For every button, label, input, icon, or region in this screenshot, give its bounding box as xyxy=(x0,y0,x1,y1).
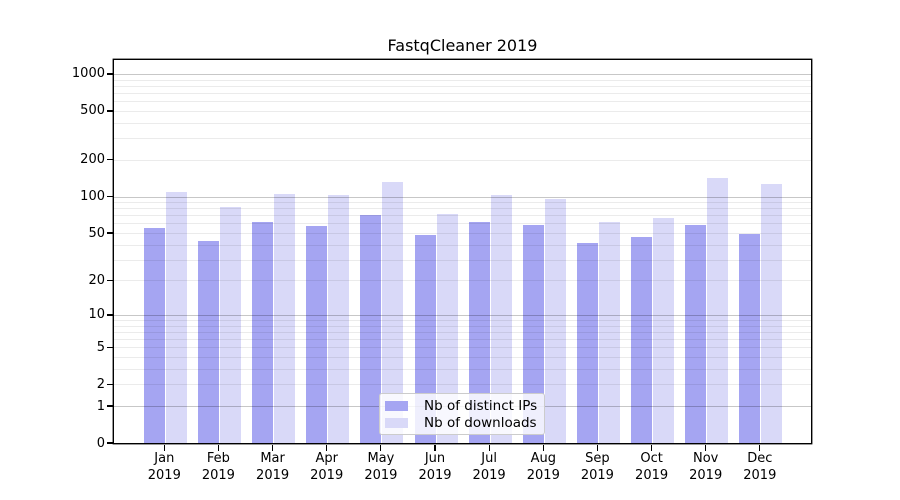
bar-downloads-oct xyxy=(653,217,675,443)
y-tick-200 xyxy=(107,159,114,161)
bar-ips-jul xyxy=(468,221,490,443)
x-tick-label-apr: Apr 2019 xyxy=(310,451,344,483)
x-tick-jul xyxy=(488,444,490,451)
legend-entry-distinct-ips: Nb of distinct IPs xyxy=(385,397,538,414)
bar-ips-sep xyxy=(576,243,598,443)
x-tick-mar xyxy=(271,444,274,451)
y-tick-label-500: 500 xyxy=(80,103,105,119)
y-tick-50 xyxy=(107,232,114,234)
x-tick-label-jan: Jan 2019 xyxy=(147,451,181,483)
legend: Nb of distinct IPs Nb of downloads xyxy=(379,393,545,435)
bar-ips-may xyxy=(360,215,382,443)
bar-downloads-nov xyxy=(707,177,729,443)
x-tick-may xyxy=(380,444,382,451)
y-tick-label-5: 5 xyxy=(96,339,105,355)
bar-downloads-dec xyxy=(761,183,783,443)
x-tick-oct xyxy=(650,444,653,451)
legend-swatch-downloads xyxy=(385,417,408,428)
bar-ips-oct xyxy=(631,237,653,443)
legend-swatch-distinct-ips xyxy=(385,400,408,411)
bar-downloads-sep xyxy=(598,221,620,443)
x-tick-sep xyxy=(596,444,599,451)
y-tick-2 xyxy=(107,383,114,385)
x-tick-label-oct: Oct 2019 xyxy=(635,451,669,483)
bar-ips-aug xyxy=(522,225,544,443)
x-tick-aug xyxy=(542,444,544,451)
x-tick-label-feb: Feb 2019 xyxy=(201,451,235,483)
x-tick-feb xyxy=(217,444,220,451)
x-tick-label-mar: Mar 2019 xyxy=(256,451,290,483)
bar-downloads-may xyxy=(382,182,404,443)
y-tick-1 xyxy=(107,405,114,407)
x-tick-label-jun: Jun 2019 xyxy=(418,451,452,483)
bar-ips-jun xyxy=(414,235,436,443)
bar-downloads-feb xyxy=(219,207,241,443)
bar-downloads-jul xyxy=(490,195,512,443)
x-tick-label-sep: Sep 2019 xyxy=(580,451,614,483)
y-tick-10 xyxy=(107,314,114,316)
y-tick-1000 xyxy=(107,73,114,75)
x-tick-label-may: May 2019 xyxy=(364,451,398,483)
bar-downloads-apr xyxy=(328,194,350,443)
x-tick-jun xyxy=(434,444,436,451)
x-tick-dec xyxy=(759,444,761,451)
plot-area: Nb of distinct IPs Nb of downloads xyxy=(114,60,811,443)
x-tick-jan xyxy=(163,444,165,451)
y-tick-0 xyxy=(107,442,114,444)
legend-entry-downloads: Nb of downloads xyxy=(385,414,538,431)
x-tick-nov xyxy=(705,444,707,451)
y-tick-5 xyxy=(107,346,114,348)
x-tick-label-nov: Nov 2019 xyxy=(689,451,723,483)
bar-ips-nov xyxy=(685,225,707,443)
y-tick-label-2: 2 xyxy=(96,376,105,392)
bar-ips-jan xyxy=(143,228,165,443)
y-tick-label-200: 200 xyxy=(80,152,105,168)
chart-title: FastqCleaner 2019 xyxy=(387,36,538,55)
x-tick-label-dec: Dec 2019 xyxy=(743,451,777,483)
bar-ips-feb xyxy=(197,240,219,443)
y-tick-500 xyxy=(107,110,114,112)
bar-downloads-mar xyxy=(274,193,296,443)
y-tick-label-10: 10 xyxy=(88,307,105,323)
y-tick-label-1: 1 xyxy=(96,398,105,414)
y-tick-100 xyxy=(107,195,114,198)
y-tick-label-100: 100 xyxy=(80,189,105,204)
y-tick-label-0: 0 xyxy=(96,435,105,451)
bar-downloads-jun xyxy=(436,213,458,443)
y-tick-label-20: 20 xyxy=(88,272,105,288)
bar-ips-mar xyxy=(252,221,274,443)
bars-layer xyxy=(114,60,811,443)
y-tick-label-50: 50 xyxy=(88,225,105,241)
legend-label-distinct-ips: Nb of distinct IPs xyxy=(424,397,538,414)
bar-ips-dec xyxy=(739,234,761,443)
bar-downloads-jan xyxy=(165,191,187,443)
bar-ips-apr xyxy=(306,226,328,443)
y-tick-label-1000: 1000 xyxy=(71,66,105,82)
x-tick-label-aug: Aug 2019 xyxy=(526,451,560,483)
x-tick-label-jul: Jul 2019 xyxy=(472,451,506,483)
bar-downloads-aug xyxy=(544,199,566,443)
x-tick-apr xyxy=(326,444,328,451)
legend-label-downloads: Nb of downloads xyxy=(424,414,537,431)
y-tick-20 xyxy=(107,279,114,282)
